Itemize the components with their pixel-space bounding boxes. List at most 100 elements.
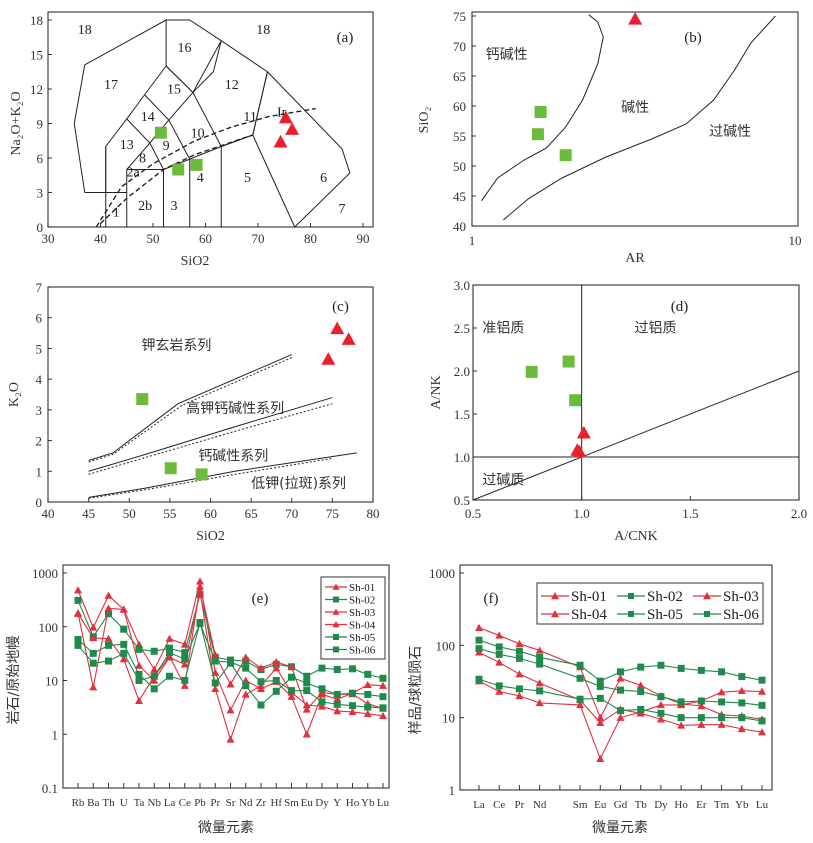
data-point-sh-01	[616, 674, 625, 682]
diorite-sample-point	[534, 106, 547, 118]
data-point-sh-02	[135, 645, 143, 653]
legend-marker	[628, 611, 634, 617]
field-label: 钙碱性	[486, 47, 528, 63]
x-tick-label: 1.0	[574, 506, 590, 521]
data-point-sh-05	[738, 699, 746, 707]
legend-entry-sh-06: Sh-06	[349, 645, 376, 657]
data-point-sh-01	[104, 591, 113, 599]
data-point-sh-01	[89, 623, 98, 631]
data-point-sh-02	[303, 672, 311, 680]
x-tick-label: Nb	[148, 797, 162, 809]
x-axis-label: 微量元素	[592, 820, 648, 836]
y-axis-label: A/NK	[429, 375, 444, 409]
data-point-sh-03	[257, 681, 265, 689]
data-point-sh-04	[74, 609, 82, 617]
data-point-sh-04	[287, 662, 296, 670]
data-point-sh-03	[758, 687, 766, 695]
x-axis-label: SiO2	[181, 254, 210, 269]
x-tick-label: Pr	[515, 799, 525, 811]
panel-label: (e)	[252, 591, 269, 607]
x-tick-label: 70	[285, 506, 298, 521]
data-point-sh-04	[241, 653, 250, 661]
data-point-sh-06	[333, 700, 341, 708]
data-point-sh-05	[379, 693, 387, 701]
field-label: 11	[243, 110, 256, 125]
x-tick-label: Ce	[493, 799, 505, 811]
x-tick-label: Pr	[210, 797, 220, 809]
y-tick-label: 3.0	[454, 278, 470, 293]
data-point-sh-03	[119, 605, 128, 613]
plot-frame	[62, 564, 390, 789]
data-point-sh-05	[718, 698, 726, 706]
data-point-sh-06	[697, 714, 705, 722]
y-tick-label: 50	[453, 159, 466, 174]
data-point-sh-02	[718, 668, 726, 676]
data-point-sh-01	[636, 681, 645, 689]
data-point-sh-01	[302, 730, 311, 738]
data-point-sh-05	[677, 698, 685, 706]
x-tick-label: Sm	[284, 797, 299, 809]
field-label: 碱性	[621, 100, 649, 116]
data-point-sh-06	[318, 698, 326, 706]
data-point-sh-04	[226, 680, 235, 688]
x-tick-label: Dy	[654, 799, 668, 811]
data-point-sh-06	[120, 649, 128, 657]
data-point-sh-02	[657, 661, 665, 669]
x-tick-label: Y	[333, 797, 341, 809]
data-point-sh-05	[697, 697, 705, 705]
field-label: 14	[141, 110, 155, 125]
data-point-sh-05	[242, 682, 250, 690]
diorite-sample-point	[172, 163, 185, 176]
granite-sample-point	[278, 110, 293, 124]
data-point-sh-05	[120, 640, 128, 648]
data-point-sh-06	[105, 657, 112, 665]
field-label: 钾玄岩系列	[141, 337, 211, 354]
y-tick-label: 2.5	[454, 321, 470, 336]
granite-sample-point	[341, 332, 356, 345]
y-tick-label: 0.1	[42, 781, 58, 796]
data-point-sh-03	[135, 661, 143, 669]
legend-marker	[551, 610, 559, 618]
data-point-sh-03	[535, 698, 544, 707]
diorite-sample-point	[195, 468, 208, 481]
x-tick-label: 55	[163, 506, 176, 521]
data-point-sh-03	[226, 735, 235, 743]
diorite-sample-point	[569, 394, 582, 407]
data-point-sh-04	[135, 696, 143, 704]
legend-marker	[551, 592, 559, 600]
y-tick-label: 1000	[32, 566, 58, 581]
data-point-sh-06	[227, 658, 234, 666]
field-label: 钙碱性系列	[198, 449, 268, 465]
data-point-sh-03	[596, 754, 605, 762]
data-point-sh-04	[272, 658, 281, 666]
legend-entry-sh-06: Sh-06	[723, 607, 759, 623]
data-point-sh-04	[515, 670, 524, 678]
data-point-sh-02	[120, 625, 128, 633]
x-axis-label: SiO2	[196, 529, 225, 544]
y-tick-label: 4	[36, 372, 43, 387]
data-point-sh-01	[596, 713, 605, 721]
data-point-sh-01	[363, 680, 372, 689]
data-point-sh-05	[617, 686, 624, 694]
granite-sample-point	[572, 444, 587, 458]
y-axis-label: 样品/球粒陨石	[408, 646, 424, 735]
panel-f-ree-diagram: 1 10 100 1000 La Ce Pr Nd Sm Eu Gd Tb Dy Ho Er Tm Yb Lu (f…	[408, 564, 773, 836]
data-point-sh-05	[637, 688, 645, 696]
data-point-sh-01	[495, 631, 504, 639]
data-point-sh-02	[738, 673, 746, 681]
data-point-sh-05	[181, 677, 189, 684]
data-point-sh-06	[738, 714, 746, 722]
panel-a-tas-diagram: 30 40 50 60 70 80 900369121518SiO2Na₂O+K₂O1816…	[9, 11, 374, 269]
calc-alkaline-boundary	[88, 452, 357, 498]
x-tick-label: Ba	[87, 797, 99, 809]
data-point-sh-02	[105, 610, 112, 618]
x-tick-label: 65	[245, 506, 258, 521]
x-tick-label: 60	[204, 506, 217, 521]
alkaline-boundary	[502, 15, 776, 221]
high-k-boundary-alt	[88, 403, 333, 475]
panel-label: (d)	[671, 299, 689, 315]
data-point-sh-01	[150, 665, 159, 673]
data-point-sh-02	[536, 653, 544, 661]
x-tick-label: 40	[42, 506, 55, 521]
